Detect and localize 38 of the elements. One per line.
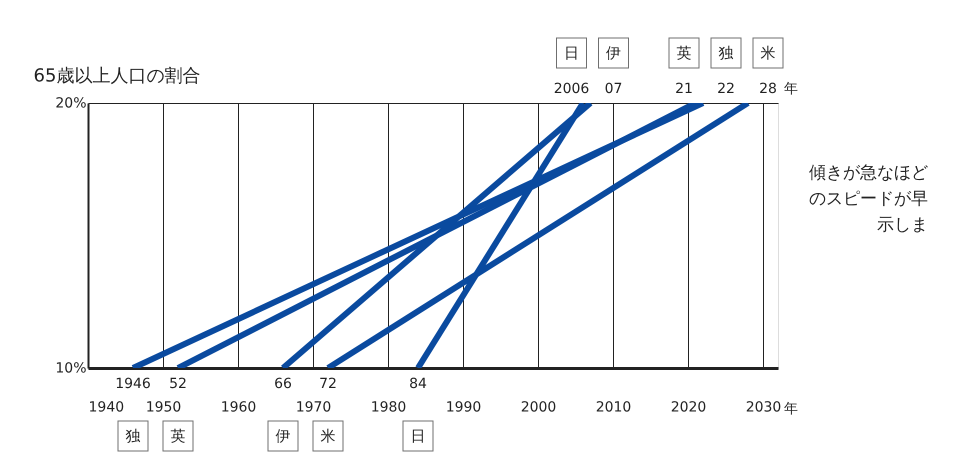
x-tick-label: 1950 [146, 400, 182, 416]
x-tick-label: 1990 [446, 400, 482, 416]
x-tick-label: 1960 [220, 400, 256, 416]
y-tick-label: 10% [55, 360, 86, 376]
text: 年 [784, 81, 798, 97]
annotation: 72 [319, 376, 337, 392]
text: 英 [170, 427, 186, 445]
annotation: 22 [717, 81, 735, 97]
text: 伊 [276, 427, 290, 445]
x-tick-label: 2010 [596, 400, 632, 416]
annotation: 21 [675, 81, 693, 97]
text: 日 [564, 44, 579, 62]
x-tick-label: 1970 [296, 400, 332, 416]
annotation: 2006 [554, 81, 590, 97]
text: のスピードが早 [809, 189, 928, 209]
text: 独 [126, 427, 140, 445]
annotation: 07 [604, 81, 622, 97]
annotation: 84 [409, 376, 427, 392]
text: 示しま [877, 215, 928, 235]
text: 傾きが急なほど [809, 163, 928, 183]
annotation: 28 [759, 81, 777, 97]
text: 独 [718, 44, 734, 62]
annotation: 66 [274, 376, 292, 392]
text: 伊 [606, 44, 621, 62]
x-tick-label: 1980 [370, 400, 406, 416]
y-axis-title: 65歳以上人口の割合 [34, 66, 200, 86]
x-tick-label: 2000 [520, 400, 556, 416]
text: 英 [676, 44, 692, 62]
text: 米 [760, 44, 776, 62]
y-tick-label: 20% [55, 96, 86, 112]
text: 米 [320, 427, 336, 445]
text: 日 [410, 427, 426, 445]
annotation: 52 [169, 376, 187, 392]
x-tick-label: 2030 [746, 400, 782, 416]
annotation: 1946 [115, 376, 151, 392]
x-tick-label: 2020 [670, 400, 706, 416]
x-axis-title: 年 [784, 401, 798, 417]
x-tick-label: 1940 [88, 400, 124, 416]
